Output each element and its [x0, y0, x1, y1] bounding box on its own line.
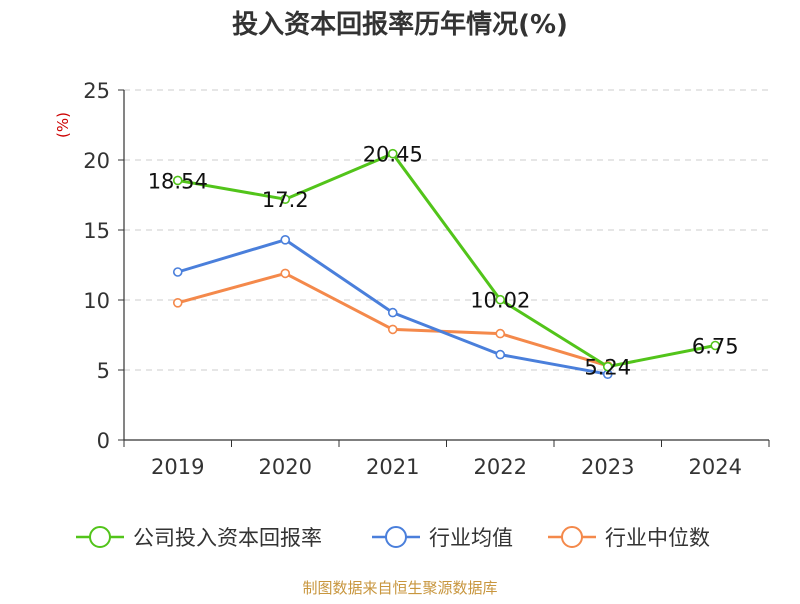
x-tick-label: 2024 [689, 455, 742, 479]
legend-label: 公司投入资本回报率 [133, 526, 322, 550]
data-point [280, 268, 291, 279]
legend-item[interactable]: 行业均值 [372, 526, 513, 550]
data-label: 18.54 [148, 169, 208, 193]
data-label: 6.75 [692, 335, 739, 359]
series-layer [172, 148, 721, 380]
legend-item[interactable]: 公司投入资本回报率 [76, 526, 322, 550]
y-axis-label: (%) [54, 112, 72, 138]
series-line [177, 238, 609, 376]
x-tick-label: 2023 [581, 455, 634, 479]
legend-label: 行业中位数 [605, 526, 710, 550]
y-tick-label: 10 [83, 289, 110, 313]
data-point [495, 328, 506, 339]
data-label: 10.02 [470, 289, 530, 313]
y-tick-label: 20 [83, 149, 110, 173]
data-point [172, 267, 183, 277]
data-point [710, 340, 721, 351]
y-tick-label: 0 [97, 429, 110, 453]
x-tick-label: 2019 [151, 455, 204, 479]
chart-title: 投入资本回报率历年情况(%) [232, 9, 568, 40]
data-point [280, 235, 291, 245]
series-line [177, 152, 716, 369]
source-note: 制图数据来自恒生聚源数据库 [302, 579, 497, 597]
series-line [177, 271, 609, 368]
legend-swatch-marker [385, 526, 407, 548]
data-label: 5.24 [584, 356, 631, 380]
data-point [172, 297, 183, 308]
x-tick-label: 2021 [366, 455, 419, 479]
axes: 0 5 10 15 20 25 2019 2020 2021 2022 2023 2024 [83, 79, 770, 479]
data-point [280, 194, 291, 204]
data-point [387, 307, 398, 318]
y-tick-label: 25 [83, 79, 110, 103]
x-tick-label: 2022 [474, 455, 527, 479]
legend-label: 行业均值 [429, 526, 513, 550]
data-point [387, 148, 398, 159]
legend-swatch-marker [89, 526, 111, 548]
data-point [602, 361, 613, 372]
data-label: 20.45 [363, 143, 423, 167]
y-tick-label: 15 [83, 219, 110, 243]
y-tick-label: 5 [97, 359, 110, 383]
legend: 公司投入资本回报率 行业均值 行业中位数 [76, 526, 710, 550]
data-labels: 18.54 17.2 20.45 10.02 5.24 6.75 [148, 143, 739, 380]
data-point [495, 349, 506, 360]
data-point [495, 294, 506, 305]
data-point [172, 175, 183, 186]
data-label: 17.2 [262, 188, 309, 212]
legend-item[interactable]: 行业中位数 [548, 526, 710, 550]
data-point [387, 324, 398, 335]
x-tick-label: 2020 [259, 455, 312, 479]
grid-lines [124, 89, 769, 371]
legend-swatch-marker [561, 526, 583, 548]
